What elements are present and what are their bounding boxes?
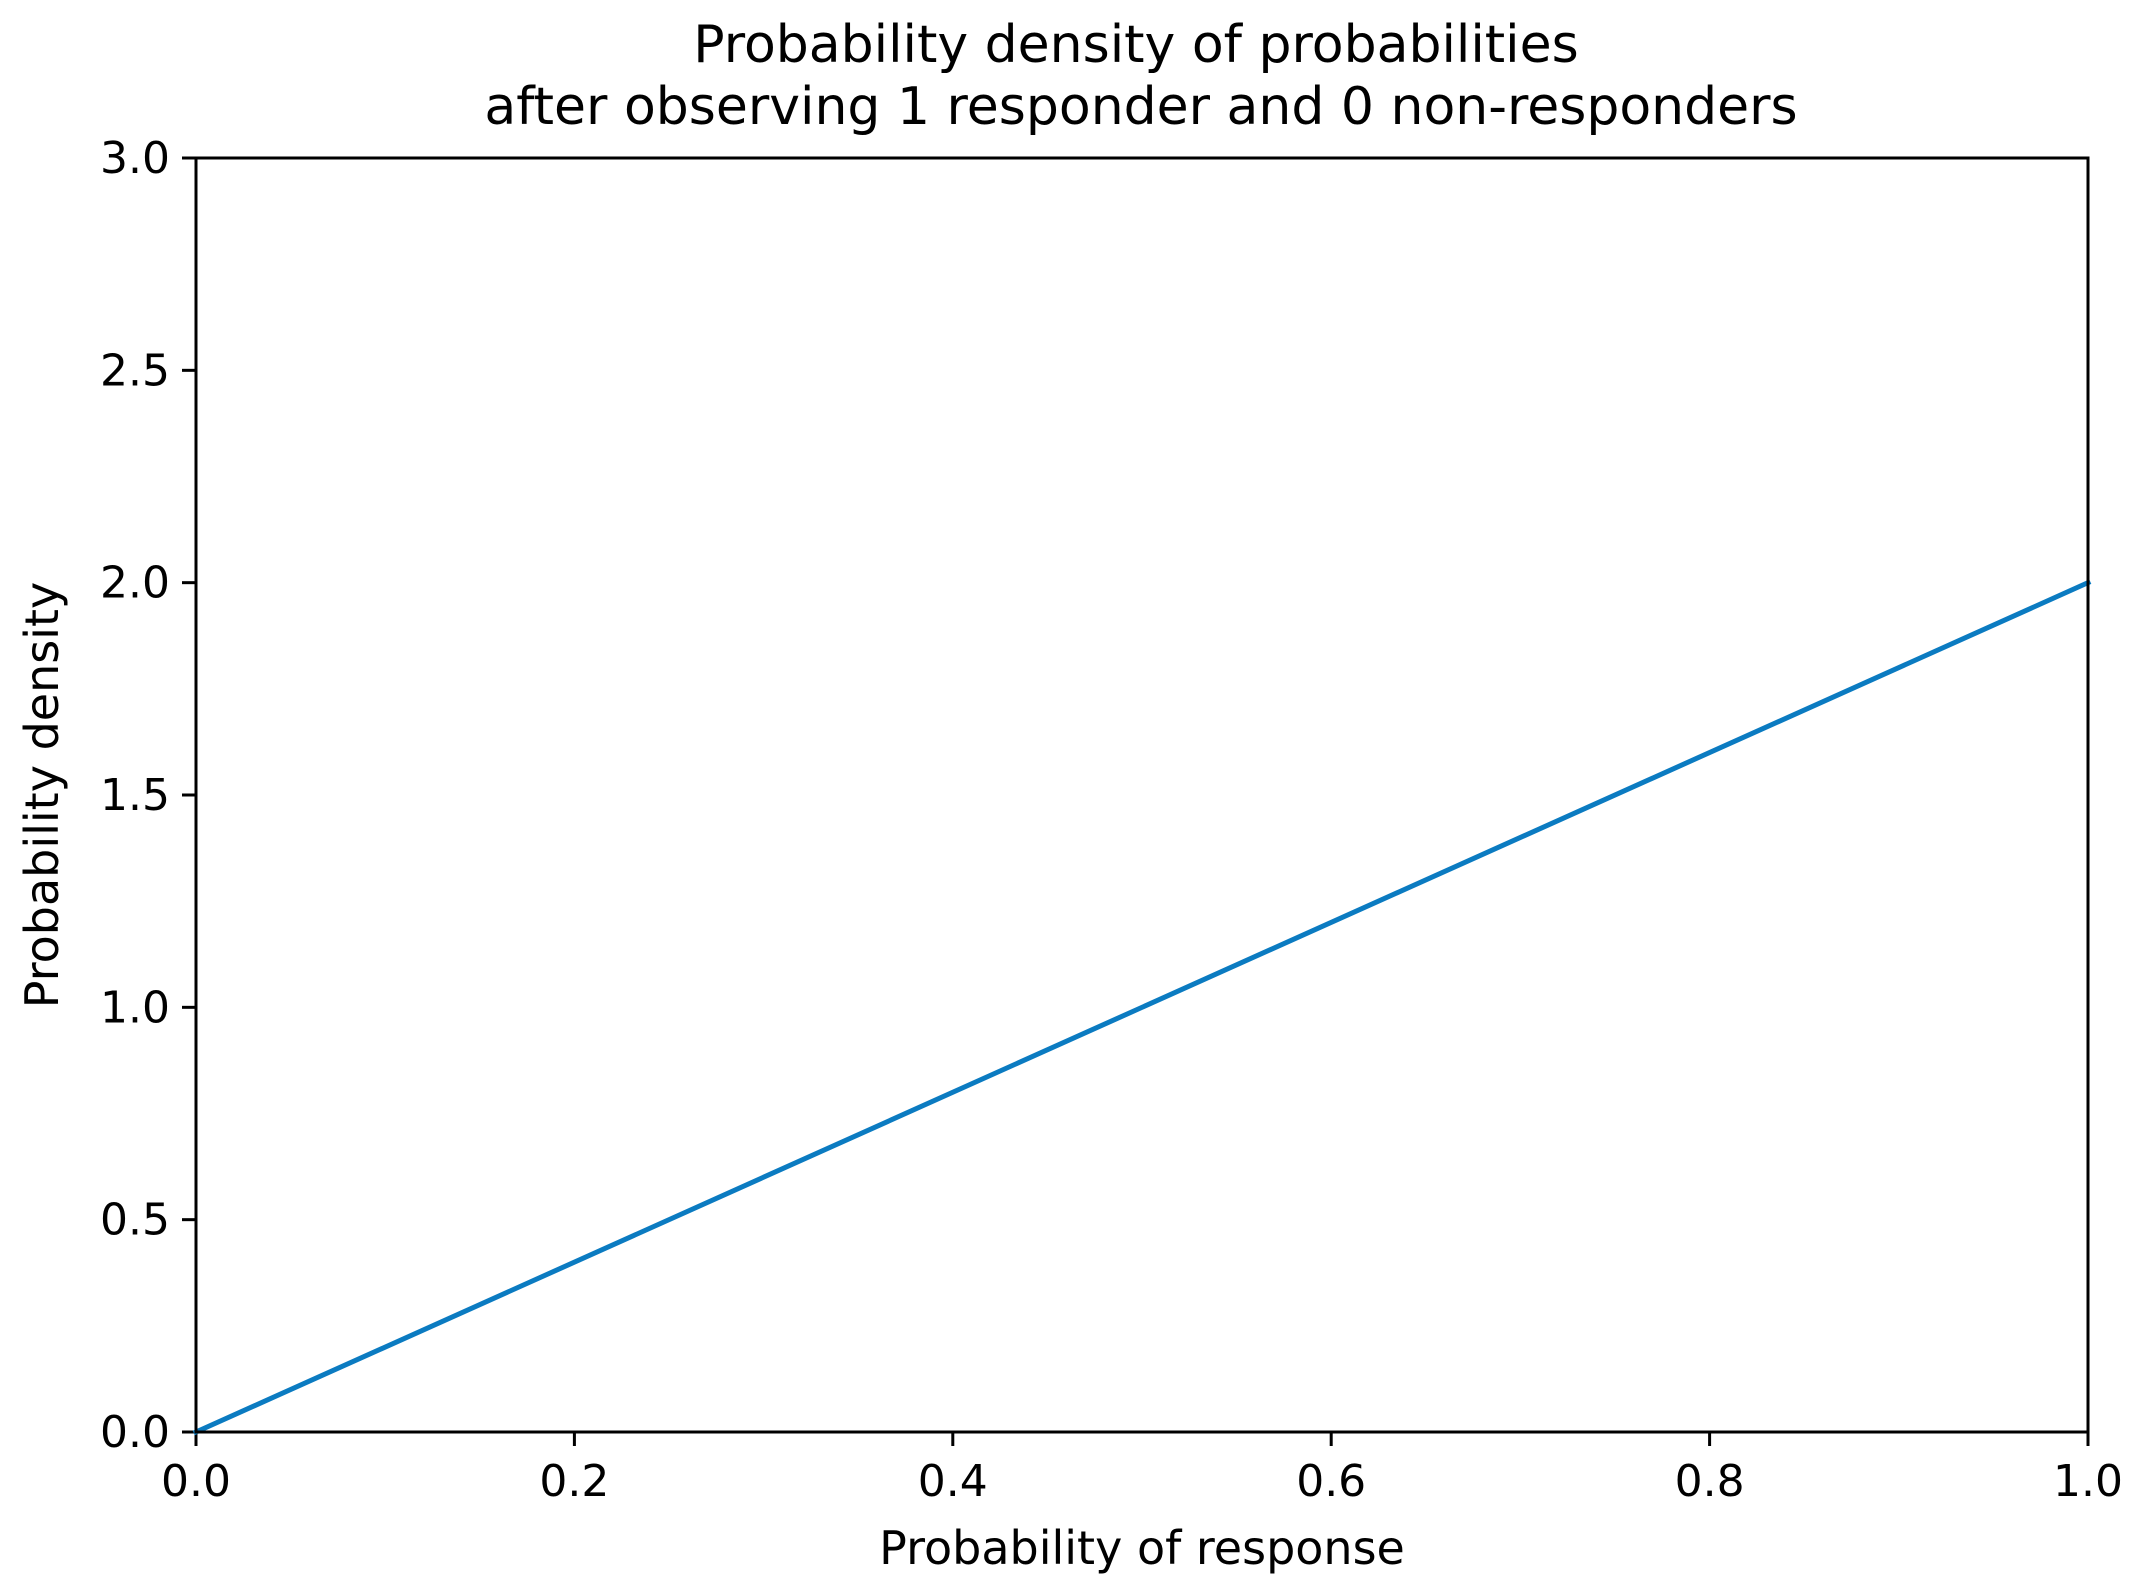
series-line-0 [192, 579, 2092, 1436]
x-axis-ticks: 0.0 0.2 0.4 0.6 0.8 1.0 [161, 1432, 2123, 1507]
x-tick-label: 0.0 [161, 1456, 231, 1507]
chart-title: Probability density of probabilities aft… [484, 15, 1797, 137]
plot-frame [194, 156, 2090, 1434]
y-tick-label: 2.0 [100, 558, 170, 609]
y-axis-label: Probability density [15, 582, 69, 1008]
x-axis-label: Probability of response [879, 1521, 1405, 1575]
plot-series [192, 579, 2092, 1436]
chart-title-line-2: after observing 1 responder and 0 non-re… [484, 77, 1797, 137]
y-tick-label: 0.5 [100, 1195, 170, 1246]
y-tick-label: 1.5 [100, 770, 170, 821]
x-tick-label: 0.6 [1296, 1456, 1366, 1507]
x-tick-label: 0.2 [539, 1456, 609, 1507]
y-tick-label: 2.5 [100, 345, 170, 396]
y-axis-ticks: 0.0 0.5 1.0 1.5 2.0 2.5 3.0 [100, 133, 196, 1458]
y-tick-label: 0.0 [100, 1407, 170, 1458]
y-tick-label: 3.0 [100, 133, 170, 184]
chart-title-line-1: Probability density of probabilities [693, 15, 1578, 75]
x-tick-label: 0.8 [1675, 1456, 1745, 1507]
x-tick-label: 0.4 [918, 1456, 988, 1507]
y-tick-label: 1.0 [100, 982, 170, 1033]
x-tick-label: 1.0 [2053, 1456, 2123, 1507]
